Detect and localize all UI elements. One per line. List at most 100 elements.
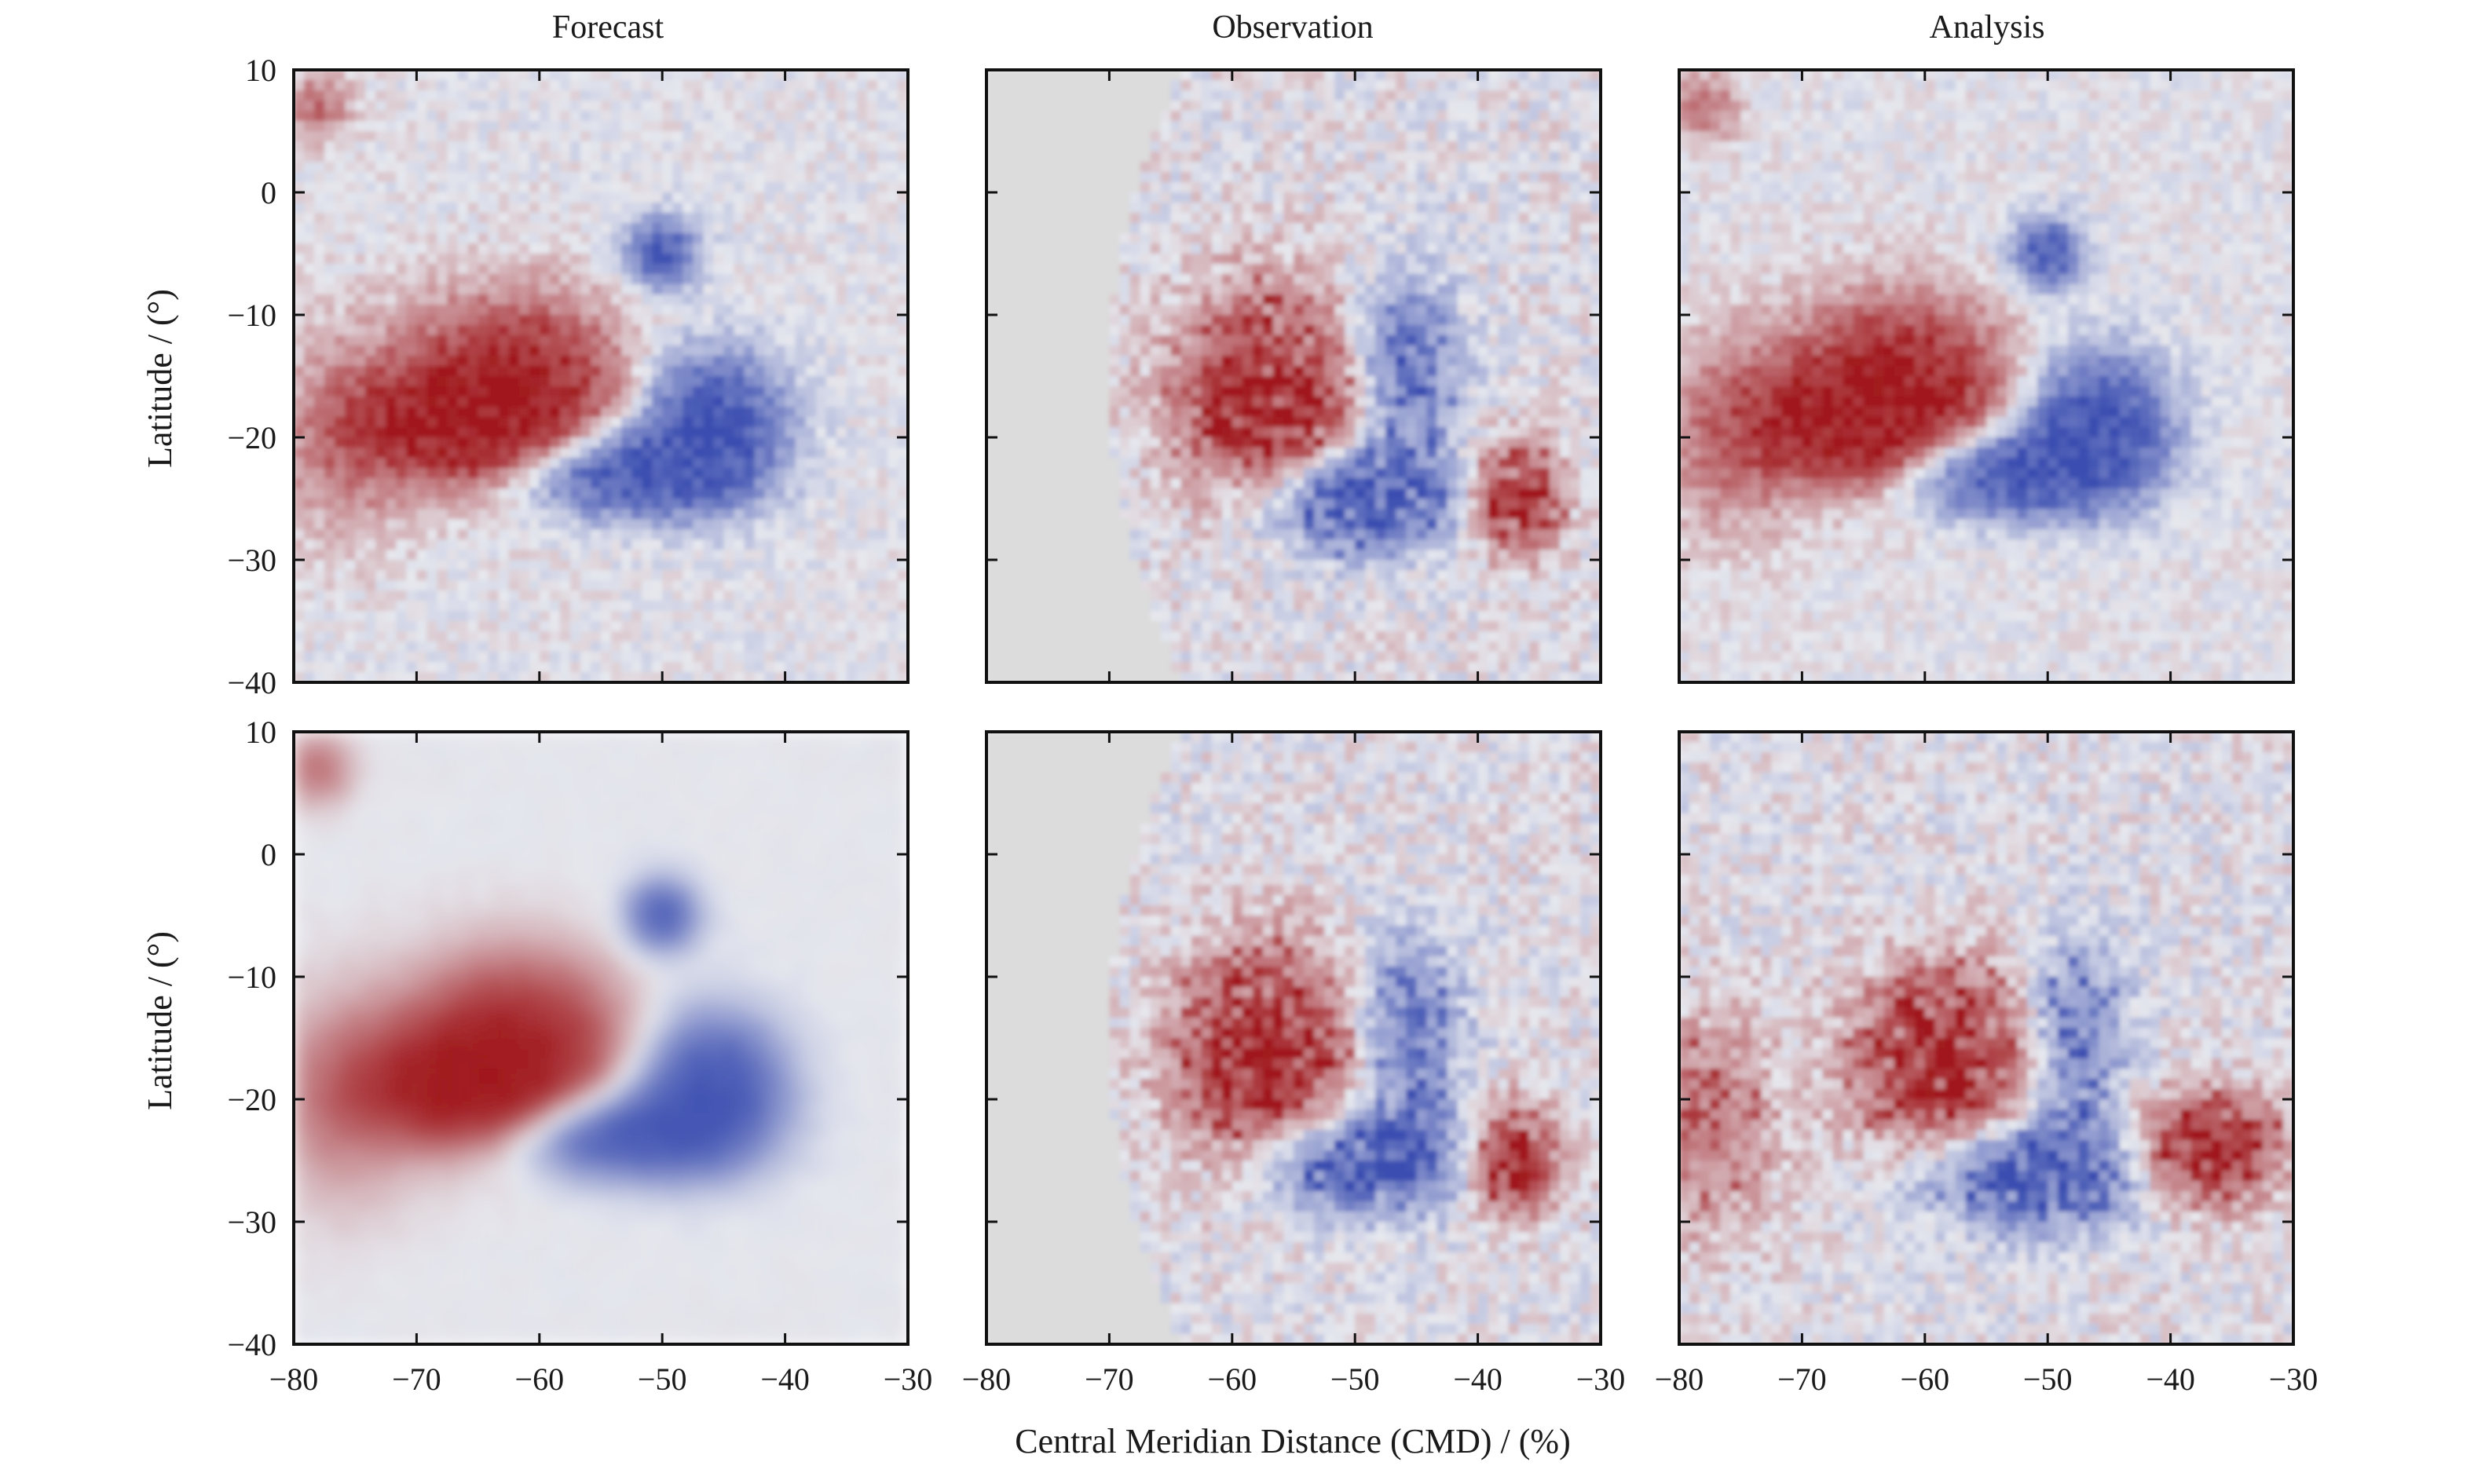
heatmap-cell xyxy=(601,499,612,510)
heatmap-cell xyxy=(518,519,530,530)
heatmap-cell xyxy=(774,468,786,479)
heatmap-cell xyxy=(590,366,602,377)
heatmap-cell xyxy=(314,131,325,142)
heatmap-cell xyxy=(1140,192,1151,203)
heatmap-cell xyxy=(1201,560,1213,571)
heatmap-cell xyxy=(866,141,878,152)
heatmap-cell xyxy=(795,284,807,295)
heatmap-cell xyxy=(1058,305,1069,316)
heatmap-cell xyxy=(652,243,663,254)
heatmap-cell xyxy=(1038,611,1049,622)
heatmap-cell xyxy=(734,448,745,459)
heatmap-cell xyxy=(703,111,714,122)
heatmap-cell xyxy=(569,315,581,326)
heatmap-cell xyxy=(1048,315,1059,326)
heatmap-cell xyxy=(997,356,1008,367)
heatmap-cell xyxy=(601,254,612,265)
heatmap-cell xyxy=(1068,305,1079,316)
heatmap-cell xyxy=(744,539,756,550)
heatmap-cell xyxy=(825,131,837,142)
heatmap-cell xyxy=(621,182,632,193)
heatmap-cell xyxy=(1068,213,1079,224)
heatmap-cell xyxy=(846,182,858,193)
heatmap-cell xyxy=(1017,672,1028,682)
heatmap-cell xyxy=(549,529,561,540)
heatmap-cell xyxy=(897,631,908,642)
heatmap-cell xyxy=(986,580,997,591)
heatmap-cell xyxy=(662,499,673,510)
heatmap-cell xyxy=(488,203,500,214)
heatmap-cell xyxy=(1017,325,1028,336)
heatmap-cell xyxy=(764,264,776,275)
heatmap-cell xyxy=(1089,662,1100,673)
heatmap-cell xyxy=(580,172,591,183)
heatmap-cell xyxy=(1048,182,1059,193)
heatmap-cell xyxy=(559,223,571,234)
heatmap-cell xyxy=(825,601,837,612)
heatmap-cell xyxy=(683,417,694,428)
heatmap-cell xyxy=(1078,243,1089,254)
heatmap-cell xyxy=(897,70,908,81)
heatmap-cell xyxy=(1078,580,1089,591)
heatmap-cell xyxy=(549,254,561,265)
heatmap-cell xyxy=(1201,580,1213,591)
heatmap-cell xyxy=(1160,101,1172,111)
heatmap-cell xyxy=(396,141,407,152)
heatmap-cell xyxy=(1119,254,1131,265)
heatmap-cell xyxy=(1119,121,1131,132)
heatmap-cell xyxy=(498,601,510,612)
heatmap-cell xyxy=(365,560,376,571)
heatmap-cell xyxy=(355,356,366,367)
heatmap-cell xyxy=(1058,264,1069,275)
heatmap-cell xyxy=(611,641,622,652)
heatmap-cell xyxy=(345,499,356,510)
heatmap-cell xyxy=(1150,192,1162,203)
heatmap-cell xyxy=(1191,233,1202,244)
heatmap-cell xyxy=(569,662,581,673)
heatmap-cell xyxy=(805,560,817,571)
heatmap-cell xyxy=(457,162,469,173)
heatmap-cell xyxy=(467,335,479,346)
heatmap-cell xyxy=(1129,315,1141,326)
heatmap-cell xyxy=(986,601,997,612)
heatmap-cell xyxy=(744,509,756,520)
heatmap-cell xyxy=(652,601,663,612)
heatmap-cell xyxy=(590,611,602,622)
heatmap-cell xyxy=(335,121,346,132)
heatmap-cell xyxy=(335,284,346,295)
heatmap-cell xyxy=(825,152,837,163)
heatmap-cell xyxy=(437,652,448,663)
heatmap-cell xyxy=(672,345,683,356)
heatmap-cell xyxy=(805,376,817,387)
heatmap-cell xyxy=(386,386,397,397)
heatmap-cell xyxy=(529,274,540,285)
heatmap-cell xyxy=(580,631,591,642)
heatmap-cell xyxy=(447,550,459,561)
heatmap-cell xyxy=(406,550,417,561)
heatmap-cell xyxy=(426,152,438,163)
heatmap-cell xyxy=(1140,560,1151,571)
heatmap-cell xyxy=(416,437,428,448)
heatmap-cell xyxy=(601,80,612,91)
heatmap-cell xyxy=(457,284,469,295)
heatmap-cell xyxy=(1099,641,1110,652)
heatmap-cell xyxy=(314,182,325,193)
heatmap-cell xyxy=(447,631,459,642)
heatmap-cell xyxy=(386,550,397,561)
heatmap-cell xyxy=(559,162,571,173)
heatmap-cell xyxy=(652,264,663,275)
heatmap-cell xyxy=(652,233,663,244)
heatmap-cell xyxy=(324,284,335,295)
heatmap-cell xyxy=(345,233,356,244)
heatmap-cell xyxy=(897,264,908,275)
heatmap-cell xyxy=(478,519,489,530)
heatmap-cell xyxy=(795,182,807,193)
heatmap-cell xyxy=(611,397,622,408)
heatmap-cell xyxy=(621,264,632,275)
heatmap-cell xyxy=(744,621,756,632)
heatmap-cell xyxy=(764,427,776,438)
heatmap-cell xyxy=(1201,437,1213,448)
heatmap-cell xyxy=(1099,519,1110,530)
heatmap-cell xyxy=(437,529,448,540)
heatmap-cell xyxy=(569,427,581,438)
